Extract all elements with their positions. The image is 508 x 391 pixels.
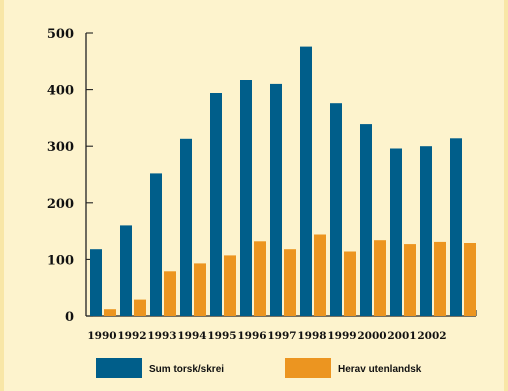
x-tick-labels: 1990 1992 1993 1994 1995 1996 1997 1998 1999 2000… <box>87 330 446 342</box>
y-tick-label: 400 <box>47 84 74 99</box>
bar-herav-utenlandsk <box>374 240 386 316</box>
bar-sum-torsk-skrei <box>210 93 222 316</box>
bar-herav-utenlandsk <box>224 255 236 316</box>
x-tick-label: 1993 <box>147 330 176 342</box>
x-tick-label: 2002 <box>417 330 446 342</box>
legend-label: Sum torsk/skrei <box>149 364 224 375</box>
bar-herav-utenlandsk <box>404 244 416 316</box>
bar-herav-utenlandsk <box>284 249 296 316</box>
bar-herav-utenlandsk <box>104 309 116 316</box>
bar-sum-torsk-skrei <box>240 80 252 316</box>
bar-herav-utenlandsk <box>434 241 446 316</box>
x-tick-label: 1990 <box>87 330 116 342</box>
bar-sum-torsk-skrei <box>300 46 312 316</box>
bar-herav-utenlandsk <box>344 251 356 316</box>
y-tick-label: 200 <box>47 197 74 212</box>
x-tick-label: 2001 <box>387 330 416 342</box>
bar-herav-utenlandsk <box>464 243 476 316</box>
y-tick-label: 100 <box>47 253 74 268</box>
x-tick-label: 1999 <box>327 330 356 342</box>
bar-sum-torsk-skrei <box>180 138 192 316</box>
bar-herav-utenlandsk <box>134 299 146 316</box>
bar-sum-torsk-skrei <box>90 249 102 316</box>
bar-sum-torsk-skrei <box>270 83 282 317</box>
bar-sum-torsk-skrei <box>120 225 132 316</box>
y-tick-label: 300 <box>47 140 74 155</box>
bar-herav-utenlandsk <box>164 271 176 316</box>
bar-sum-torsk-skrei <box>420 146 432 316</box>
bar-herav-utenlandsk <box>254 241 266 316</box>
x-tick-label: 1992 <box>117 330 146 342</box>
legend-label: Herav utenlandsk <box>338 364 422 375</box>
x-tick-label: 1994 <box>177 330 206 342</box>
legend-swatch <box>285 358 331 378</box>
x-tick-label: 2000 <box>357 330 386 342</box>
bar-sum-torsk-skrei <box>450 138 462 316</box>
x-tick-label: 1995 <box>207 330 236 342</box>
bar-sum-torsk-skrei <box>150 173 162 316</box>
x-tick-label: 1998 <box>297 330 326 342</box>
legend-swatch <box>96 358 142 378</box>
chart-bars <box>90 46 476 317</box>
bar-sum-torsk-skrei <box>390 148 402 316</box>
y-tick-label: 500 <box>47 27 74 42</box>
y-tick-labels: 0 100 200 300 400 500 <box>47 27 74 325</box>
chart-legend: Sum torsk/skrei Herav utenlandsk <box>96 358 422 378</box>
bar-herav-utenlandsk <box>314 234 326 316</box>
bar-sum-torsk-skrei <box>360 124 372 316</box>
bar-herav-utenlandsk <box>194 263 206 316</box>
bar-sum-torsk-skrei <box>330 103 342 316</box>
y-tick-label: 0 <box>65 310 74 325</box>
x-tick-label: 1997 <box>267 330 296 342</box>
x-tick-label: 1996 <box>237 330 266 342</box>
